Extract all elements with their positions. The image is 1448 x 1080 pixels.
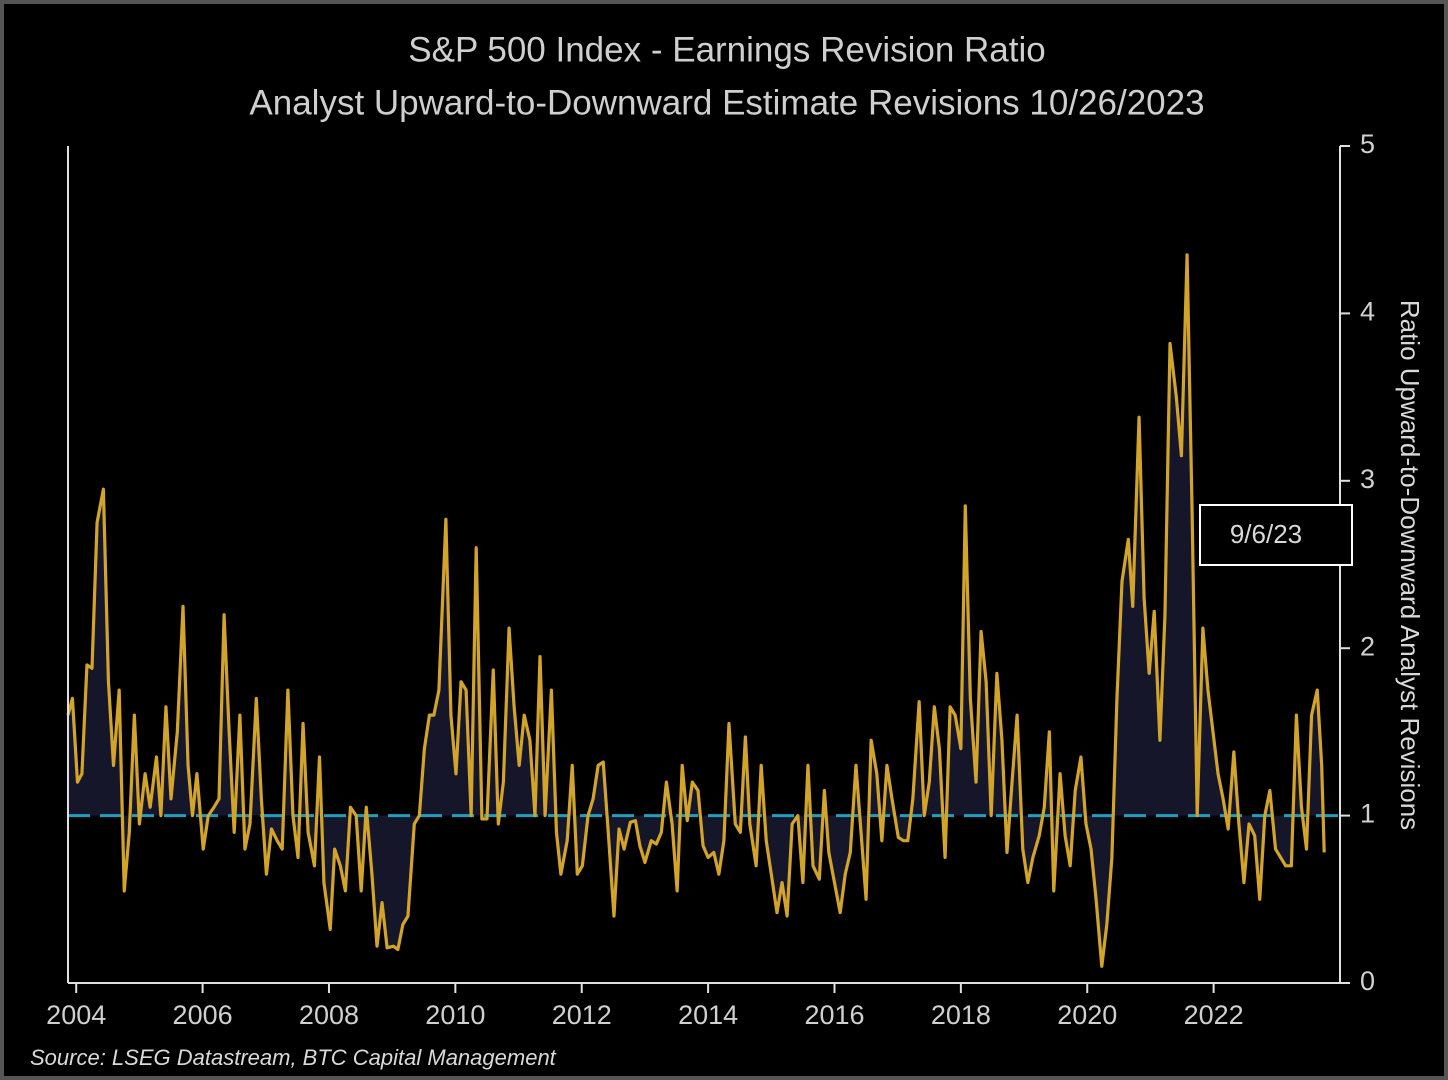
x-tick-label: 2016	[804, 1000, 864, 1030]
chart-title: S&P 500 Index - Earnings Revision Ratio	[408, 30, 1046, 69]
plot: 0 1 2 3 4 5 2004 2006 2008 2010 2012 2014 2016 2018 20…	[46, 129, 1375, 1030]
line	[66, 253, 1326, 968]
y-tick-label: 5	[1360, 129, 1375, 159]
y-tick-label: 3	[1360, 464, 1375, 494]
x-tick-label: 2012	[552, 1000, 612, 1030]
y-tick-label: 2	[1360, 631, 1375, 661]
x-tick-label: 2014	[678, 1000, 738, 1030]
y-tick-label: 0	[1360, 966, 1375, 996]
annotation: 9/6/23	[1230, 519, 1302, 549]
x-tick-label: 2018	[931, 1000, 991, 1030]
y-tick-label: 4	[1360, 297, 1375, 327]
y-tick-label: 1	[1360, 799, 1375, 829]
x-tick-label: 2010	[425, 1000, 485, 1030]
x-tick-label: 2004	[46, 1000, 106, 1030]
y-axis-label: Ratio Upward-to-Downward Analyst Revisio…	[1395, 300, 1425, 830]
x-tick-label: 2022	[1184, 1000, 1244, 1030]
source: Source: LSEG Datastream, BTC Capital Man…	[30, 1045, 557, 1070]
x-tick-label: 2006	[173, 1000, 233, 1030]
annotation-box	[1199, 504, 1353, 566]
x-tick-label: 2008	[299, 1000, 359, 1030]
chart-subtitle: Analyst Upward-to-Downward Estimate Revi…	[249, 83, 1204, 122]
x-tick-label: 2020	[1057, 1000, 1117, 1030]
